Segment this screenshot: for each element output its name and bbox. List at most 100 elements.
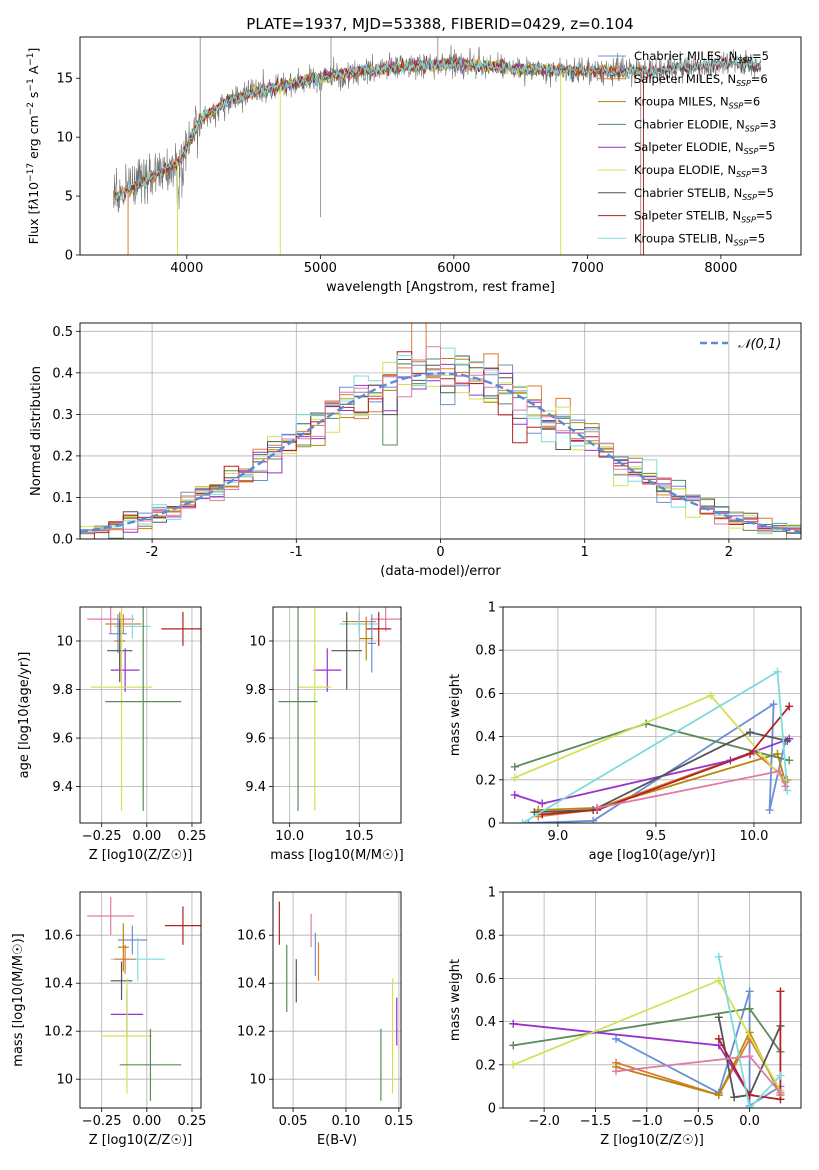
normal-curve: [80, 372, 801, 533]
weight-marker: [785, 756, 794, 765]
y-tick-label: 0.4: [52, 366, 73, 381]
x-tick-label: 0: [436, 545, 444, 560]
weight-series-line: [522, 670, 789, 823]
errorbar-group: [278, 607, 401, 811]
x-tick-label: 10.5: [345, 829, 374, 844]
x-tick-label: 5000: [304, 261, 337, 276]
weight-marker: [769, 700, 778, 709]
y-axis-label: Flux [fλ10−17 erg cm−2 s−1 A−1]: [26, 48, 41, 245]
weight-marker: [745, 1004, 754, 1013]
y-tick-label: 10: [56, 131, 73, 146]
age-vs-metallicity-plot: −0.25 0.00 0.25 9.4 9.6 9.8 10 Z [log10(Z/Z☉)] a…: [17, 606, 206, 863]
x-tick-label: −2.0: [528, 1114, 560, 1129]
weight-marker: [776, 987, 785, 996]
legend-label: Kroupa MILES, NSSP=6: [634, 95, 760, 111]
weight-marker: [593, 803, 602, 812]
legend-label: Salpeter ELODIE, NSSP=5: [634, 140, 775, 156]
weight-marker: [776, 1088, 785, 1097]
y-tick-label: 0: [65, 249, 73, 264]
axes-frame: [272, 891, 402, 1109]
x-axis-label: Z [log10(Z/Z☉)]: [89, 1133, 193, 1148]
y-axis-label: Normed distribution: [29, 366, 44, 496]
weight-marker: [714, 1091, 723, 1100]
x-tick-label: 0.10: [332, 1114, 361, 1129]
errorbar-group: [87, 896, 201, 1101]
weight-marker: [530, 808, 539, 817]
y-tick-label: 0.3: [52, 408, 73, 423]
age-vs-mass-plot: 10.0 10.5 9.4 9.6 9.8 10 mass [log10(M/M☉)]: [245, 606, 404, 863]
y-axis-label: age [log10(age/yr)]: [17, 652, 32, 779]
weight-series-line: [514, 694, 785, 781]
legend-label: Chabrier ELODIE, NSSP=3: [634, 117, 776, 133]
axes-frame: [79, 891, 202, 1109]
weight-marker: [773, 667, 782, 676]
weight-marker: [775, 767, 784, 776]
y-tick-label: 0.4: [475, 1015, 496, 1030]
y-tick-label: 9.6: [245, 732, 266, 747]
spectrum-plot: 4000 5000 6000 7000 8000 0 5 10 15 wavelength [An…: [26, 36, 802, 295]
y-tick-label: 0: [488, 817, 496, 832]
weight-lines: [509, 952, 785, 1108]
x-axis-label: wavelength [Angstrom, rest frame]: [326, 280, 555, 295]
weight-marker: [509, 1041, 518, 1050]
x-tick-label: 1: [581, 545, 589, 560]
weight-vs-age-plot: 9.0 9.5 10.0 0 0.2 0.4 0.6 0.8 1 age [log10(age/y…: [448, 601, 802, 863]
weight-marker: [783, 786, 792, 795]
weight-marker: [518, 819, 527, 823]
weight-marker: [714, 1013, 723, 1022]
x-tick-label: −0.25: [82, 829, 122, 844]
legend-label: Chabrier MILES, NSSP=5: [634, 49, 769, 65]
x-tick-label: 0.15: [384, 1114, 413, 1129]
weight-vs-metallicity-plot: −2.0 −1.5 −1.0 −0.5 0.0 0 0.2 0.4 0.6 0.8 1 Z [log1…: [448, 886, 802, 1148]
legend-label: Chabrier STELIB, NSSP=5: [634, 186, 774, 202]
y-tick-label: 10: [56, 1073, 73, 1088]
y-tick-label: 10.6: [237, 929, 266, 944]
mass-vs-metallicity-plot: −0.25 0.00 0.25 10 10.2 10.4 10.6 Z [log10(Z/Z☉…: [11, 891, 206, 1148]
y-tick-label: 9.4: [245, 780, 266, 795]
y-tick-label: 9.8: [52, 683, 73, 698]
model-spectrum-line: [179, 57, 562, 167]
weight-marker: [509, 1060, 518, 1069]
weight-marker: [781, 782, 790, 791]
weight-marker: [714, 976, 723, 985]
weight-marker: [745, 1052, 754, 1061]
y-tick-label: 0.2: [475, 773, 496, 788]
weight-marker: [730, 1093, 739, 1102]
x-tick-label: 0.00: [132, 1114, 161, 1129]
legend-label: Kroupa ELODIE, NSSP=3: [634, 163, 768, 179]
x-tick-label: 9.0: [548, 829, 569, 844]
x-tick-label: 9.5: [646, 829, 667, 844]
weight-marker: [510, 762, 519, 771]
spectrum-legend: Chabrier MILES, NSSP=5 Salpeter MILES, NS…: [598, 49, 776, 247]
y-tick-label: 0.2: [475, 1058, 496, 1073]
x-tick-label: 0.25: [177, 829, 206, 844]
weight-marker: [746, 749, 755, 758]
histogram-group: [80, 323, 801, 539]
weight-marker: [783, 736, 792, 745]
x-axis-label: E(B-V): [317, 1133, 357, 1148]
x-tick-label: 2: [725, 545, 733, 560]
y-tick-label: 9.8: [245, 683, 266, 698]
axes-frame: [502, 891, 802, 1109]
weight-series-line: [534, 731, 788, 814]
x-tick-label: 4000: [170, 261, 203, 276]
y-tick-label: 0.1: [52, 491, 73, 506]
y-tick-label: 0.8: [475, 929, 496, 944]
y-tick-label: 15: [56, 72, 73, 87]
weight-series-line: [717, 1017, 782, 1099]
errorbar-group: [87, 607, 201, 811]
weight-marker: [509, 1019, 518, 1028]
x-tick-label: −1.5: [580, 1114, 612, 1129]
axes-frame: [79, 36, 802, 256]
x-axis-label: Z [log10(Z/Z☉)]: [600, 1133, 704, 1148]
model-spectrum-line: [113, 55, 641, 202]
y-tick-label: 0.8: [475, 644, 496, 659]
x-axis-label: (data-model)/error: [380, 564, 501, 579]
weight-series-line: [596, 770, 787, 809]
weight-lines: [510, 667, 794, 823]
weight-marker: [714, 1034, 723, 1043]
errorbar-group: [278, 901, 398, 1101]
y-tick-label: 5: [65, 190, 73, 205]
legend-label: Salpeter MILES, NSSP=6: [634, 72, 768, 88]
